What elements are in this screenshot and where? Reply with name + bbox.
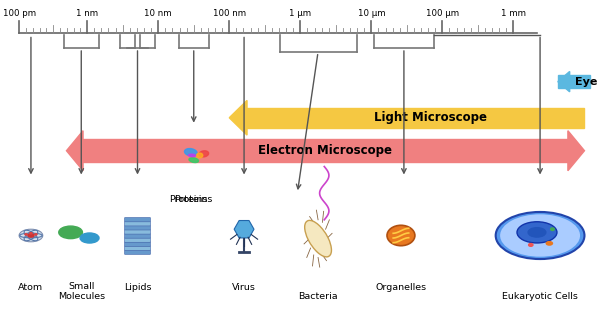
FancyBboxPatch shape bbox=[124, 225, 151, 230]
FancyBboxPatch shape bbox=[124, 250, 151, 254]
Ellipse shape bbox=[387, 225, 415, 246]
Circle shape bbox=[528, 228, 546, 237]
Text: Bacteria: Bacteria bbox=[298, 292, 338, 301]
Circle shape bbox=[496, 212, 584, 259]
Polygon shape bbox=[568, 131, 584, 171]
Bar bbox=[558, 75, 590, 88]
Ellipse shape bbox=[184, 149, 197, 156]
Circle shape bbox=[25, 234, 27, 235]
Ellipse shape bbox=[189, 158, 199, 163]
Text: Small
Molecules: Small Molecules bbox=[58, 282, 105, 301]
Bar bbox=[247, 107, 584, 128]
Text: Eye: Eye bbox=[575, 77, 597, 87]
Circle shape bbox=[500, 214, 580, 257]
Circle shape bbox=[28, 234, 34, 237]
FancyBboxPatch shape bbox=[124, 230, 151, 234]
Polygon shape bbox=[558, 71, 569, 92]
Ellipse shape bbox=[188, 154, 196, 157]
Ellipse shape bbox=[199, 151, 209, 157]
Circle shape bbox=[19, 229, 43, 242]
Text: Electron Microscope: Electron Microscope bbox=[259, 144, 392, 157]
Ellipse shape bbox=[546, 242, 553, 245]
Text: Eukaryotic Cells: Eukaryotic Cells bbox=[502, 292, 578, 301]
Text: Proteins: Proteins bbox=[175, 195, 213, 204]
Text: 1 nm: 1 nm bbox=[76, 9, 98, 18]
FancyBboxPatch shape bbox=[124, 242, 151, 246]
Ellipse shape bbox=[305, 220, 331, 257]
Ellipse shape bbox=[551, 228, 554, 230]
FancyBboxPatch shape bbox=[124, 217, 151, 222]
Circle shape bbox=[30, 233, 32, 234]
Text: Light Microscope: Light Microscope bbox=[374, 111, 487, 124]
Polygon shape bbox=[234, 220, 254, 238]
Text: 1 mm: 1 mm bbox=[501, 9, 526, 18]
FancyBboxPatch shape bbox=[124, 222, 151, 226]
FancyBboxPatch shape bbox=[124, 238, 151, 242]
Polygon shape bbox=[67, 131, 83, 171]
Text: Organelles: Organelles bbox=[376, 283, 427, 292]
Text: Proteins: Proteins bbox=[169, 195, 207, 204]
Circle shape bbox=[35, 234, 37, 235]
Text: 100 μm: 100 μm bbox=[426, 9, 459, 18]
Text: 10 nm: 10 nm bbox=[145, 9, 172, 18]
Text: 10 μm: 10 μm bbox=[358, 9, 385, 18]
Text: Atom: Atom bbox=[19, 283, 44, 292]
FancyBboxPatch shape bbox=[124, 234, 151, 238]
Circle shape bbox=[80, 233, 99, 243]
Text: 100 pm: 100 pm bbox=[2, 9, 35, 18]
Text: Lipids: Lipids bbox=[124, 283, 151, 292]
Circle shape bbox=[59, 226, 82, 239]
Text: 1 μm: 1 μm bbox=[289, 9, 311, 18]
Ellipse shape bbox=[529, 244, 533, 246]
Text: Virus: Virus bbox=[232, 283, 256, 292]
Circle shape bbox=[517, 222, 557, 243]
Text: 100 nm: 100 nm bbox=[213, 9, 246, 18]
Bar bbox=[83, 139, 568, 162]
Ellipse shape bbox=[197, 153, 203, 158]
FancyBboxPatch shape bbox=[124, 246, 151, 251]
Polygon shape bbox=[229, 100, 247, 135]
